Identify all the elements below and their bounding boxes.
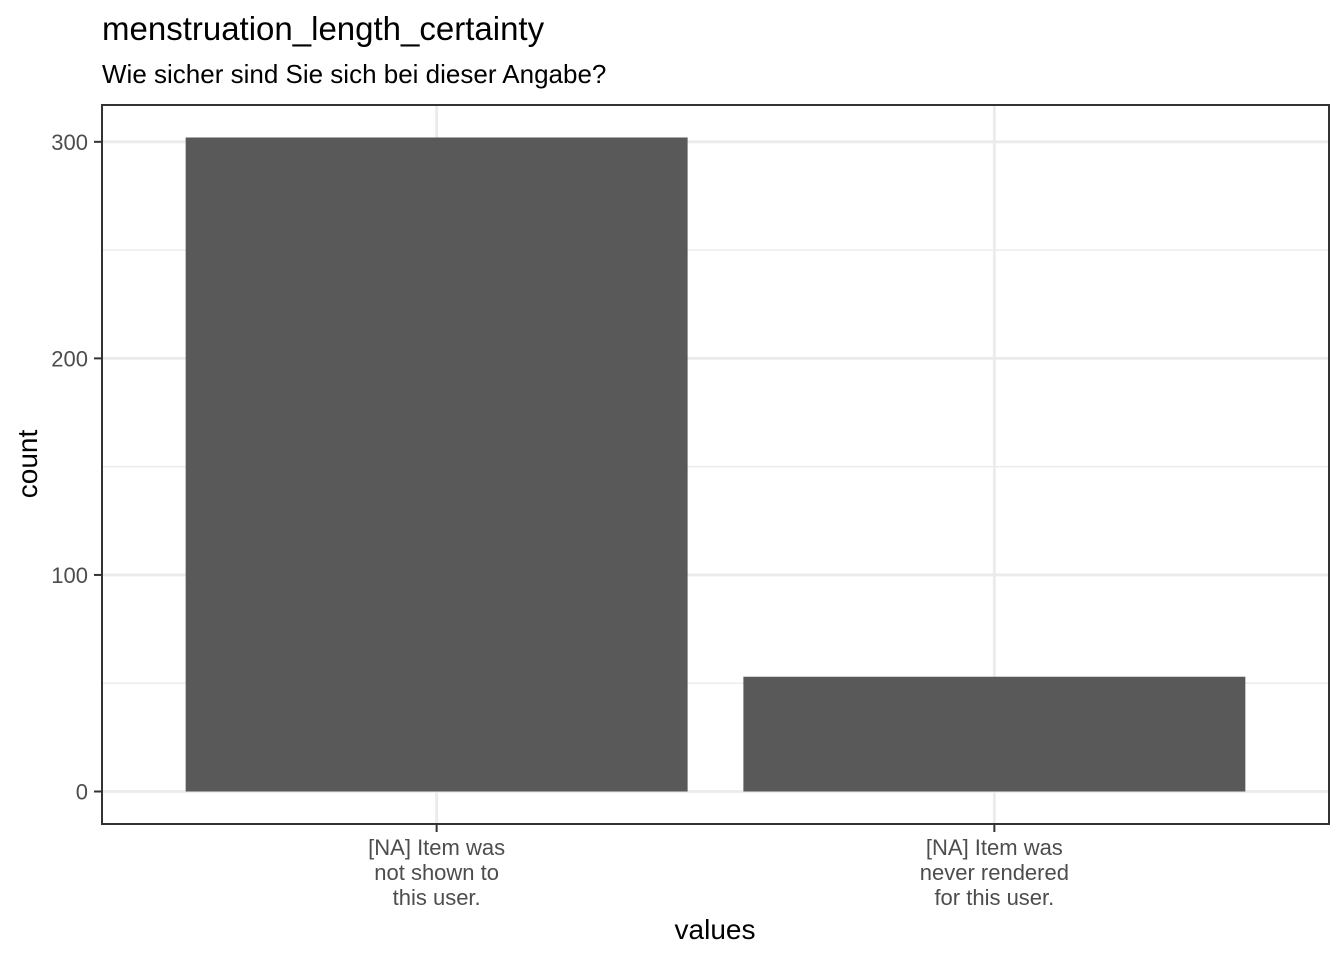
y-tick-label: 200 xyxy=(51,346,88,371)
plot-border xyxy=(101,104,1330,825)
axes: 0 100 200 300 [NA] Item was not shown to this … xyxy=(51,130,1069,910)
bar xyxy=(185,137,688,792)
chart-title: menstruation_length_certainty xyxy=(102,10,545,47)
y-axis-label: count xyxy=(12,430,43,499)
y-tick-label: 100 xyxy=(51,563,88,588)
x-axis-label: values xyxy=(675,914,756,945)
x-tick-label: [NA] Item was not shown to this user. xyxy=(368,835,505,910)
y-tick-label: 300 xyxy=(51,130,88,155)
bars xyxy=(185,137,1246,792)
x-tick-label: [NA] Item was never rendered for this user… xyxy=(920,835,1069,910)
chart-subtitle: Wie sicher sind Sie sich bei dieser Anga… xyxy=(102,59,606,89)
y-tick-label: 0 xyxy=(76,780,88,805)
bar xyxy=(743,676,1246,792)
